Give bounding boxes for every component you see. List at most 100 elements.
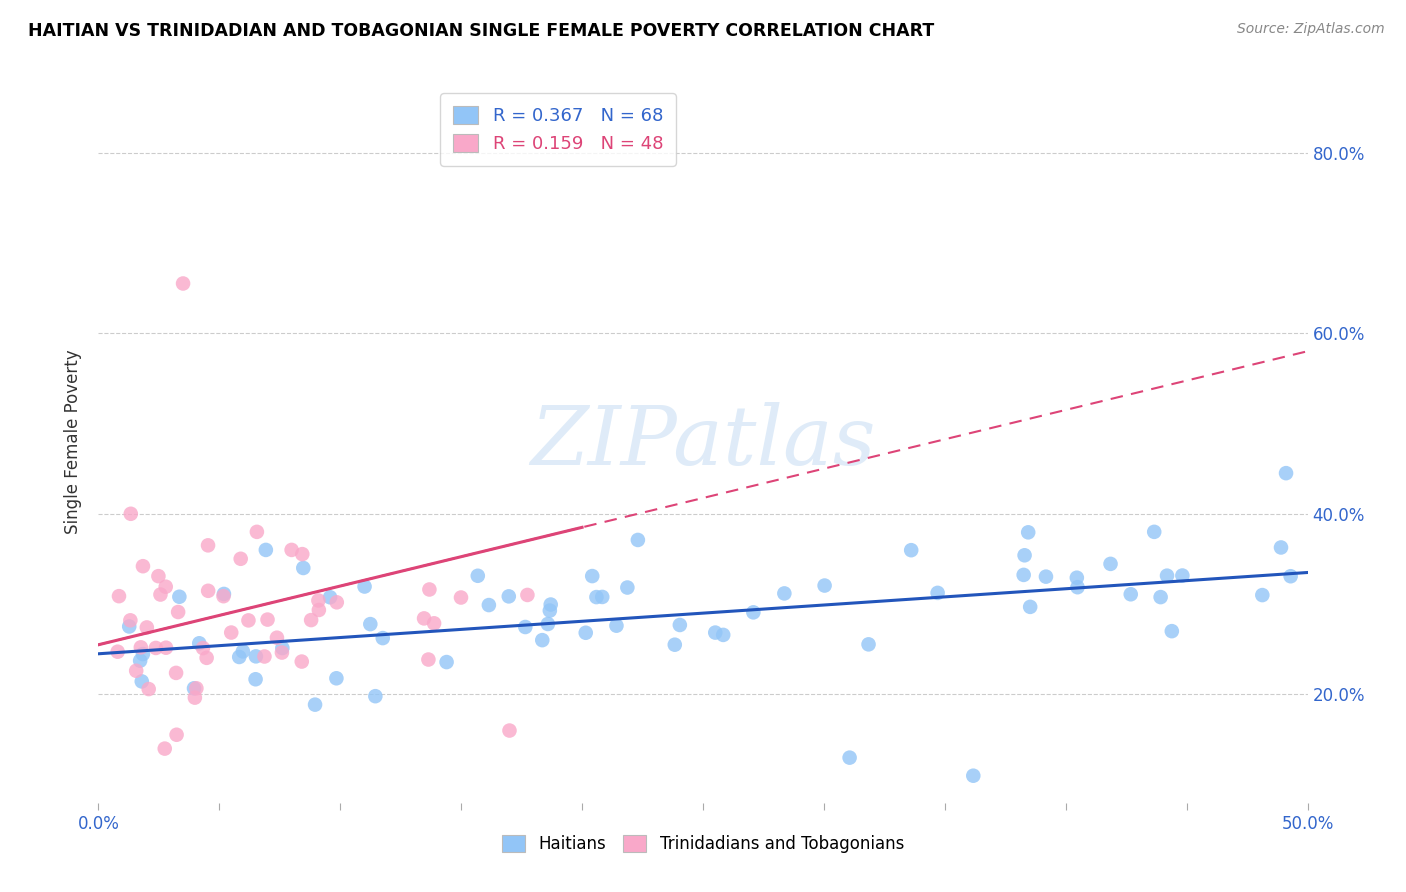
Point	[575, 625, 598, 640]
Point	[516, 588, 538, 602]
Point	[197, 538, 219, 552]
Point	[118, 619, 141, 633]
Point	[138, 681, 160, 696]
Point	[186, 681, 208, 696]
Point	[291, 547, 314, 561]
Point	[219, 625, 242, 640]
Point	[498, 723, 520, 738]
Point	[1156, 568, 1178, 582]
Point	[155, 580, 177, 594]
Point	[108, 589, 131, 603]
Point	[1171, 568, 1194, 582]
Point	[132, 559, 155, 574]
Point	[299, 613, 322, 627]
Point	[1066, 571, 1088, 585]
Point	[292, 561, 315, 575]
Point	[371, 631, 394, 645]
Point	[131, 674, 153, 689]
Point	[1019, 599, 1042, 614]
Point	[125, 664, 148, 678]
Point	[773, 586, 796, 600]
Point	[1160, 624, 1182, 639]
Point	[153, 741, 176, 756]
Point	[307, 593, 329, 607]
Point	[165, 665, 187, 680]
Point	[212, 587, 235, 601]
Point	[962, 769, 984, 783]
Point	[591, 590, 613, 604]
Point	[423, 616, 446, 631]
Point	[246, 524, 269, 539]
Point	[664, 638, 686, 652]
Point	[304, 698, 326, 712]
Point	[1014, 549, 1036, 563]
Point	[197, 583, 219, 598]
Text: Source: ZipAtlas.com: Source: ZipAtlas.com	[1237, 22, 1385, 37]
Point	[813, 578, 835, 592]
Point	[515, 620, 537, 634]
Point	[353, 580, 375, 594]
Point	[129, 654, 152, 668]
Point	[232, 644, 254, 658]
Point	[326, 595, 349, 609]
Point	[1066, 580, 1088, 594]
Point	[1012, 567, 1035, 582]
Text: HAITIAN VS TRINIDADIAN AND TOBAGONIAN SINGLE FEMALE POVERTY CORRELATION CHART: HAITIAN VS TRINIDADIAN AND TOBAGONIAN SI…	[28, 22, 935, 40]
Point	[256, 613, 278, 627]
Point	[669, 618, 692, 632]
Point	[253, 649, 276, 664]
Point	[1251, 588, 1274, 602]
Point	[605, 618, 627, 632]
Point	[858, 637, 880, 651]
Point	[538, 604, 561, 618]
Point	[167, 605, 190, 619]
Point	[1017, 525, 1039, 540]
Point	[308, 603, 330, 617]
Point	[1099, 557, 1122, 571]
Point	[245, 672, 267, 686]
Text: ZIPatlas: ZIPatlas	[530, 401, 876, 482]
Point	[271, 646, 294, 660]
Point	[228, 650, 250, 665]
Point	[540, 598, 562, 612]
Point	[319, 591, 342, 605]
Point	[120, 507, 142, 521]
Point	[238, 613, 260, 627]
Point	[266, 631, 288, 645]
Point	[616, 581, 638, 595]
Point	[838, 750, 860, 764]
Point	[280, 542, 302, 557]
Point	[531, 633, 554, 648]
Point	[149, 588, 172, 602]
Point	[271, 640, 294, 655]
Point	[1035, 569, 1057, 583]
Point	[436, 655, 458, 669]
Point	[169, 590, 191, 604]
Point	[184, 690, 207, 705]
Point	[537, 617, 560, 632]
Point	[1275, 466, 1298, 480]
Point	[148, 569, 170, 583]
Point	[188, 636, 211, 650]
Point	[1279, 569, 1302, 583]
Point	[1149, 590, 1171, 604]
Point	[132, 647, 155, 661]
Y-axis label: Single Female Poverty: Single Female Poverty	[65, 350, 83, 533]
Point	[742, 605, 765, 619]
Point	[129, 640, 152, 655]
Point	[359, 617, 381, 632]
Point	[135, 620, 157, 634]
Point	[413, 611, 436, 625]
Point	[627, 533, 650, 547]
Point	[585, 590, 607, 604]
Point	[325, 671, 347, 685]
Point	[145, 640, 167, 655]
Point	[418, 582, 440, 597]
Point	[120, 613, 142, 627]
Point	[478, 598, 501, 612]
Point	[291, 655, 314, 669]
Point	[498, 590, 520, 604]
Point	[1119, 587, 1142, 601]
Point	[927, 586, 949, 600]
Point	[166, 728, 188, 742]
